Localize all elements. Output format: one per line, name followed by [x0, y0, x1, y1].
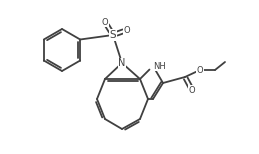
Text: N: N: [118, 58, 126, 68]
Text: O: O: [124, 26, 130, 34]
Text: O: O: [189, 85, 195, 95]
Text: NH: NH: [153, 61, 166, 71]
Text: S: S: [110, 30, 116, 40]
Text: O: O: [102, 18, 108, 26]
Text: O: O: [197, 65, 203, 75]
